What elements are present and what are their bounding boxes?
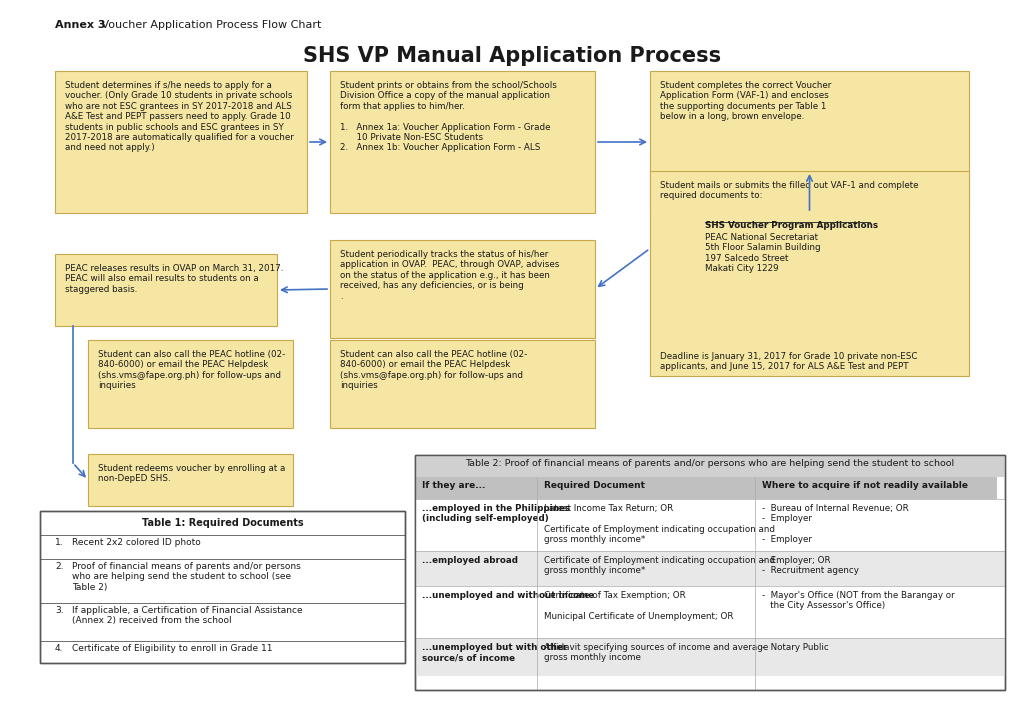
Text: ...employed abroad: ...employed abroad	[422, 556, 518, 565]
FancyBboxPatch shape	[415, 586, 1005, 638]
FancyBboxPatch shape	[415, 638, 1005, 676]
FancyBboxPatch shape	[415, 455, 1005, 477]
Text: Voucher Application Process Flow Chart: Voucher Application Process Flow Chart	[98, 20, 322, 30]
Text: Student completes the correct Voucher
Application Form (VAF-1) and encloses
the : Student completes the correct Voucher Ap…	[660, 81, 831, 121]
Text: Table 1: Required Documents: Table 1: Required Documents	[141, 518, 303, 528]
Text: PEAC National Secretariat
5th Floor Salamin Building
197 Salcedo Street
Makati C: PEAC National Secretariat 5th Floor Sala…	[705, 233, 820, 274]
Text: -  Employer; OR
-  Recruitment agency: - Employer; OR - Recruitment agency	[762, 556, 859, 575]
Text: If they are...: If they are...	[422, 481, 485, 490]
Text: Student redeems voucher by enrolling at a
non-DepED SHS.: Student redeems voucher by enrolling at …	[98, 464, 286, 483]
FancyBboxPatch shape	[330, 340, 595, 428]
FancyBboxPatch shape	[88, 454, 293, 506]
Text: ...unemployed but with other
source/s of income: ...unemployed but with other source/s of…	[422, 643, 567, 663]
FancyBboxPatch shape	[330, 71, 595, 213]
FancyBboxPatch shape	[40, 511, 406, 663]
Text: Deadline is January 31, 2017 for Grade 10 private non-ESC
applicants, and June 1: Deadline is January 31, 2017 for Grade 1…	[660, 352, 918, 371]
Text: -  Bureau of Internal Revenue; OR
-  Employer

-  Employer: - Bureau of Internal Revenue; OR - Emplo…	[762, 504, 908, 544]
FancyBboxPatch shape	[415, 455, 1005, 690]
Text: Table 2: Proof of financial means of parents and/or persons who are helping send: Table 2: Proof of financial means of par…	[466, 459, 954, 468]
Text: Student mails or submits the filled out VAF-1 and complete
required documents to: Student mails or submits the filled out …	[660, 181, 919, 200]
Text: ...employed in the Philippines
(including self-employed): ...employed in the Philippines (includin…	[422, 504, 570, 523]
FancyBboxPatch shape	[755, 477, 997, 499]
FancyBboxPatch shape	[55, 254, 278, 326]
Text: Affidavit specifying sources of income and average
gross monthly income: Affidavit specifying sources of income a…	[544, 643, 768, 663]
Text: ...unemployed and without income: ...unemployed and without income	[422, 591, 594, 600]
Text: SHS Voucher Program Applications: SHS Voucher Program Applications	[705, 221, 879, 230]
Text: Latest Income Tax Return; OR

Certificate of Employment indicating occupation an: Latest Income Tax Return; OR Certificate…	[544, 504, 775, 544]
Text: Certificate of Eligibility to enroll in Grade 11: Certificate of Eligibility to enroll in …	[72, 644, 272, 653]
Text: SHS VP Manual Application Process: SHS VP Manual Application Process	[303, 46, 721, 66]
FancyBboxPatch shape	[415, 551, 1005, 586]
Text: Student can also call the PEAC hotline (02-
840-6000) or email the PEAC Helpdesk: Student can also call the PEAC hotline (…	[98, 350, 286, 390]
Text: -  Mayor's Office (NOT from the Barangay or
   the City Assessor's Office): - Mayor's Office (NOT from the Barangay …	[762, 591, 954, 610]
Text: 2.: 2.	[55, 562, 63, 571]
FancyBboxPatch shape	[88, 340, 293, 428]
FancyBboxPatch shape	[55, 71, 307, 213]
Text: Where to acquire if not readily available: Where to acquire if not readily availabl…	[762, 481, 968, 490]
Text: 1.: 1.	[55, 538, 63, 547]
FancyBboxPatch shape	[330, 240, 595, 338]
Text: Student can also call the PEAC hotline (02-
840-6000) or email the PEAC Helpdesk: Student can also call the PEAC hotline (…	[340, 350, 527, 390]
Text: Certificate of Employment indicating occupation and
gross monthly income*: Certificate of Employment indicating occ…	[544, 556, 775, 575]
FancyBboxPatch shape	[650, 71, 969, 213]
Text: PEAC releases results in OVAP on March 31, 2017.
PEAC will also email results to: PEAC releases results in OVAP on March 3…	[65, 264, 284, 294]
Text: 3.: 3.	[55, 606, 63, 615]
Text: Required Document: Required Document	[544, 481, 645, 490]
FancyBboxPatch shape	[650, 171, 969, 376]
Text: Proof of financial means of parents and/or persons
who are helping send the stud: Proof of financial means of parents and/…	[72, 562, 301, 592]
FancyBboxPatch shape	[415, 477, 537, 499]
Text: Annex 3: Annex 3	[55, 20, 105, 30]
Text: If applicable, a Certification of Financial Assistance
(Annex 2) received from t: If applicable, a Certification of Financ…	[72, 606, 303, 625]
Text: Student determines if s/he needs to apply for a
voucher. (Only Grade 10 students: Student determines if s/he needs to appl…	[65, 81, 294, 152]
Text: Recent 2x2 colored ID photo: Recent 2x2 colored ID photo	[72, 538, 201, 547]
FancyBboxPatch shape	[415, 499, 1005, 551]
Text: Student periodically tracks the status of his/her
application in OVAP.  PEAC, th: Student periodically tracks the status o…	[340, 250, 559, 301]
Text: -  Notary Public: - Notary Public	[762, 643, 828, 652]
Text: 4.: 4.	[55, 644, 63, 653]
Text: Student prints or obtains from the school/Schools
Division Office a copy of the : Student prints or obtains from the schoo…	[340, 81, 557, 152]
FancyBboxPatch shape	[537, 477, 755, 499]
Text: Certificate of Tax Exemption; OR

Municipal Certificate of Unemployment; OR: Certificate of Tax Exemption; OR Municip…	[544, 591, 733, 621]
